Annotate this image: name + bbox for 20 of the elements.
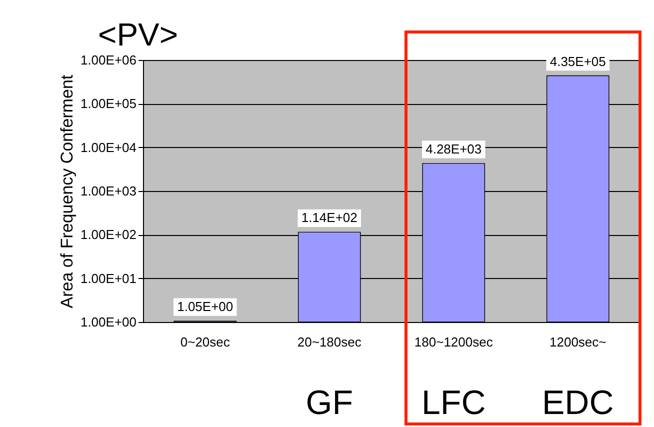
x-tick-label: 0~20sec xyxy=(180,334,230,350)
text: LFC xyxy=(422,384,486,422)
x-tick-label: 20~180sec xyxy=(297,334,362,350)
y-tick-label: 1.00E+04 xyxy=(80,140,136,155)
data-label: 4.35E+05 xyxy=(550,54,606,69)
chart-title: <PV> xyxy=(98,16,178,52)
y-tick-label: 1.00E+00 xyxy=(80,314,136,330)
data-label: 1.14E+02 xyxy=(301,210,358,226)
text: GF xyxy=(306,384,353,422)
x-tick-label: 1200sec~ xyxy=(550,334,607,350)
y-tick-label: 1.00E+02 xyxy=(80,227,136,242)
y-tick-label: 1.00E+05 xyxy=(80,96,136,112)
y-tick-label: 1.00E+03 xyxy=(80,184,136,198)
data-label: 4.28E+03 xyxy=(426,141,482,156)
text: EDC xyxy=(542,384,614,422)
y-axis-title: Area of Frequency Conferment xyxy=(57,74,76,308)
data-label: 1.05E+00 xyxy=(177,299,234,314)
x-tick-label: 180~1200sec xyxy=(414,334,494,350)
y-tick-label: 1.00E+06 xyxy=(80,52,136,68)
y-tick-label: 1.00E+01 xyxy=(80,270,136,286)
